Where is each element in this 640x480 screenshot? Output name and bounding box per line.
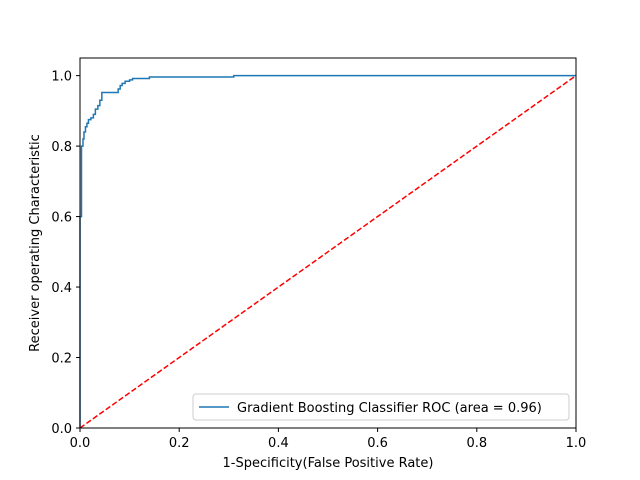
legend: Gradient Boosting Classifier ROC (area =… — [192, 393, 570, 421]
legend-box — [192, 393, 570, 421]
y-tick-label: 0.2 — [51, 352, 72, 367]
x-axis-ticks: 0.0 0.2 0.4 0.6 0.8 1.0 — [70, 428, 587, 451]
y-tick-label: 0.0 — [51, 422, 72, 437]
x-tick-label: 0.4 — [268, 436, 289, 451]
y-tick-label: 0.8 — [51, 140, 72, 155]
x-tick-label: 0.0 — [70, 436, 91, 451]
x-tick-label: 0.2 — [169, 436, 190, 451]
plot-area — [79, 74, 577, 429]
x-tick-label: 1.0 — [566, 436, 587, 451]
x-tick-label: 0.8 — [466, 436, 487, 451]
legend-label: Gradient Boosting Classifier ROC (area =… — [237, 401, 542, 416]
axes-frame — [79, 57, 577, 429]
y-tick-label: 0.4 — [51, 281, 72, 296]
x-axis-label: 1-Specificity(False Positive Rate) — [223, 456, 434, 471]
y-tick-label: 1.0 — [51, 70, 72, 85]
x-tick-label: 0.6 — [367, 436, 388, 451]
diagonal-reference-line — [79, 75, 577, 429]
y-tick-label: 0.6 — [51, 211, 72, 226]
roc-curve-line — [79, 74, 576, 428]
y-axis-label: Receiver operating Characteristic — [28, 134, 43, 352]
y-axis-ticks: 0.0 0.2 0.4 0.6 0.8 1.0 — [51, 70, 80, 437]
